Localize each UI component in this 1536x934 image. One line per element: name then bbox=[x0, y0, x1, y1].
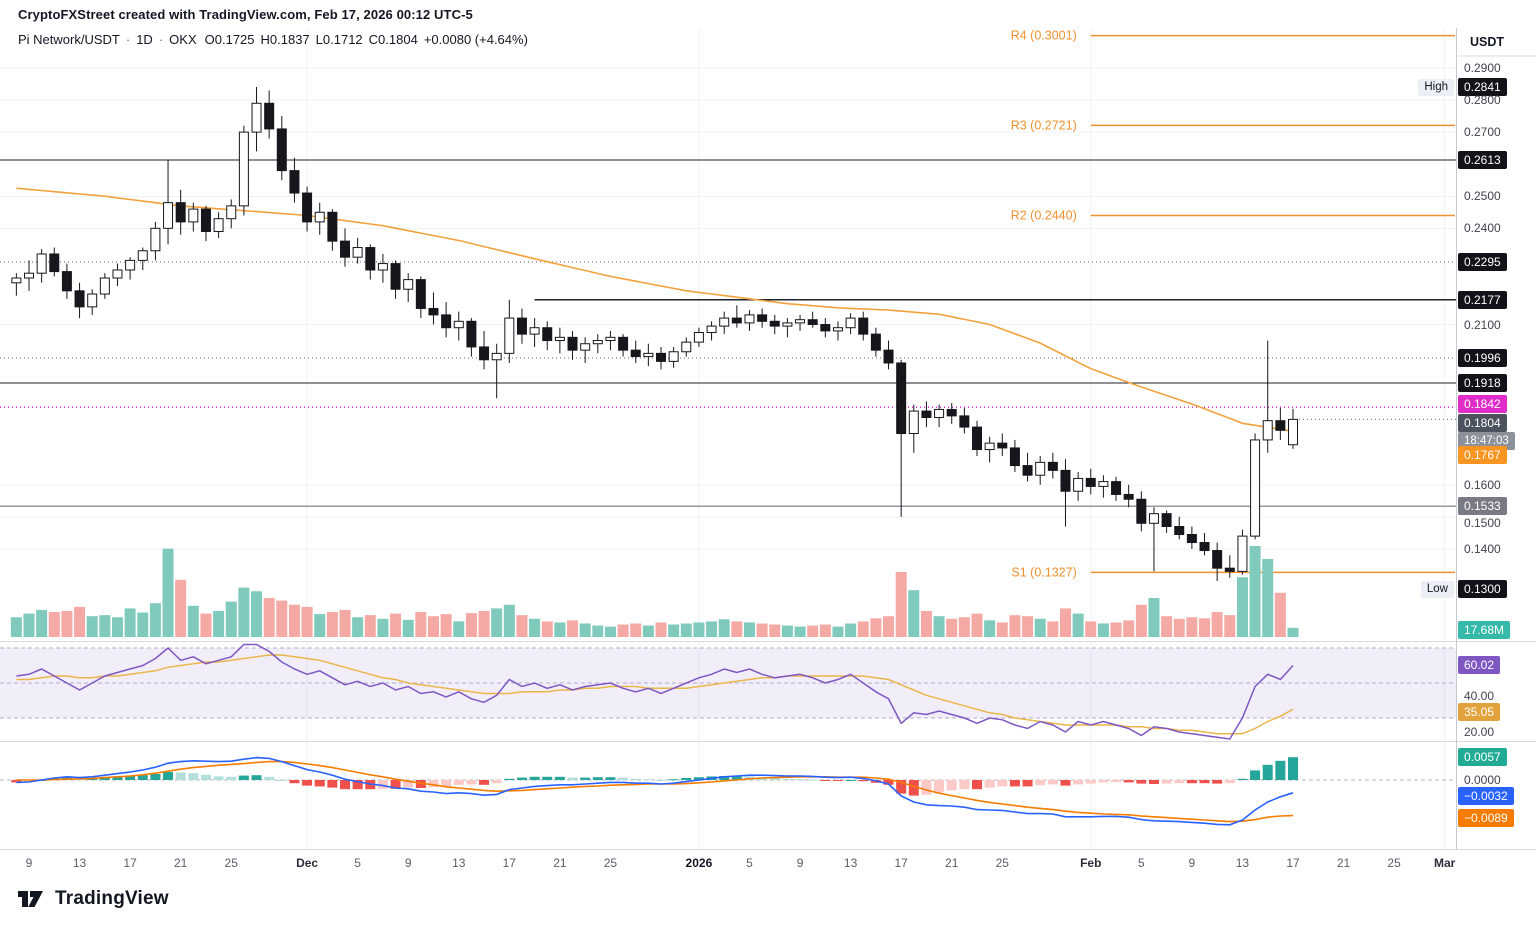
time-axis-label: 25 bbox=[224, 856, 238, 870]
exchange-label[interactable]: OKX bbox=[169, 32, 197, 47]
pivot-label: R3 (0.2721) bbox=[1011, 118, 1077, 132]
time-axis-label: 17 bbox=[1286, 856, 1300, 870]
time-axis-label: 9 bbox=[404, 856, 412, 870]
symbol-name[interactable]: Pi Network/USDT bbox=[18, 32, 120, 47]
credit-line: CryptoFXStreet created with TradingView.… bbox=[18, 7, 473, 22]
time-axis-label: 9 bbox=[25, 856, 33, 870]
time-axis-label: 21 bbox=[945, 856, 959, 870]
separators bbox=[0, 28, 1536, 850]
time-axis-label: 25 bbox=[995, 856, 1009, 870]
time-axis-label: 5 bbox=[1137, 856, 1145, 870]
pivot-lines: R4 (0.3001) R3 (0.2721) R2 (0.2440) S1 (0.1… bbox=[1011, 29, 1455, 579]
tradingview-logo bbox=[18, 891, 43, 907]
time-scale[interactable]: 9 13 17 21 25 Dec 5 9 13 17 21 25 2026 5 9 13 17 21 25 Feb 5… bbox=[0, 856, 1456, 878]
candles-layer bbox=[11, 86, 1298, 581]
symbol-info-row[interactable]: Pi Network/USDT · 1D · OKX O0.1725 H0.18… bbox=[18, 32, 528, 47]
time-axis-label: 5 bbox=[746, 856, 753, 870]
interval-label[interactable]: 1D bbox=[136, 32, 153, 47]
time-axis-label: 21 bbox=[1336, 856, 1351, 870]
pivot-label: S1 (0.1327) bbox=[1011, 565, 1076, 579]
pivot-label: R4 (0.3001) bbox=[1011, 29, 1077, 43]
ohlc-open: O0.1725 bbox=[204, 32, 255, 47]
time-axis-label: 2026 bbox=[685, 856, 713, 870]
change-label: +0.0080 (+4.64%) bbox=[423, 32, 528, 47]
pivot-label: R2 (0.2440) bbox=[1011, 208, 1077, 222]
time-axis-label: Mar bbox=[1434, 856, 1456, 870]
ohlc-high: H0.1837 bbox=[260, 32, 310, 47]
separator-dot: · bbox=[158, 32, 164, 47]
separator-dot: · bbox=[125, 32, 131, 47]
tradingview-attribution[interactable]: TradingView bbox=[16, 886, 169, 912]
macd-panel bbox=[0, 756, 1456, 826]
time-axis-label: 21 bbox=[553, 856, 567, 870]
time-axis-label: 9 bbox=[1188, 856, 1196, 870]
time-axis-label: 13 bbox=[843, 856, 858, 870]
time-axis-label: 17 bbox=[894, 856, 908, 870]
time-axis-label: 9 bbox=[796, 856, 804, 870]
time-axis-label: 13 bbox=[1235, 856, 1250, 870]
time-axis-label: 5 bbox=[354, 856, 361, 870]
time-axis-label: 13 bbox=[452, 856, 466, 870]
ohlc-close: C0.1804 bbox=[368, 32, 418, 47]
time-axis-label: Feb bbox=[1080, 856, 1102, 870]
ohlc-low: L0.1712 bbox=[315, 32, 363, 47]
time-axis-label: 13 bbox=[72, 856, 87, 870]
level-lines bbox=[0, 159, 1456, 507]
tradingview-wordmark: TradingView bbox=[55, 888, 169, 909]
time-axis-label: Dec bbox=[296, 856, 319, 870]
time-axis-label: 17 bbox=[502, 856, 516, 870]
time-axis-label: 25 bbox=[1387, 856, 1401, 870]
time-axis-label: 25 bbox=[603, 856, 618, 870]
time-axis-label: 21 bbox=[173, 856, 188, 870]
time-axis-label: 17 bbox=[123, 856, 137, 870]
rsi-panel bbox=[0, 643, 1456, 740]
volume-layer bbox=[10, 546, 1299, 637]
